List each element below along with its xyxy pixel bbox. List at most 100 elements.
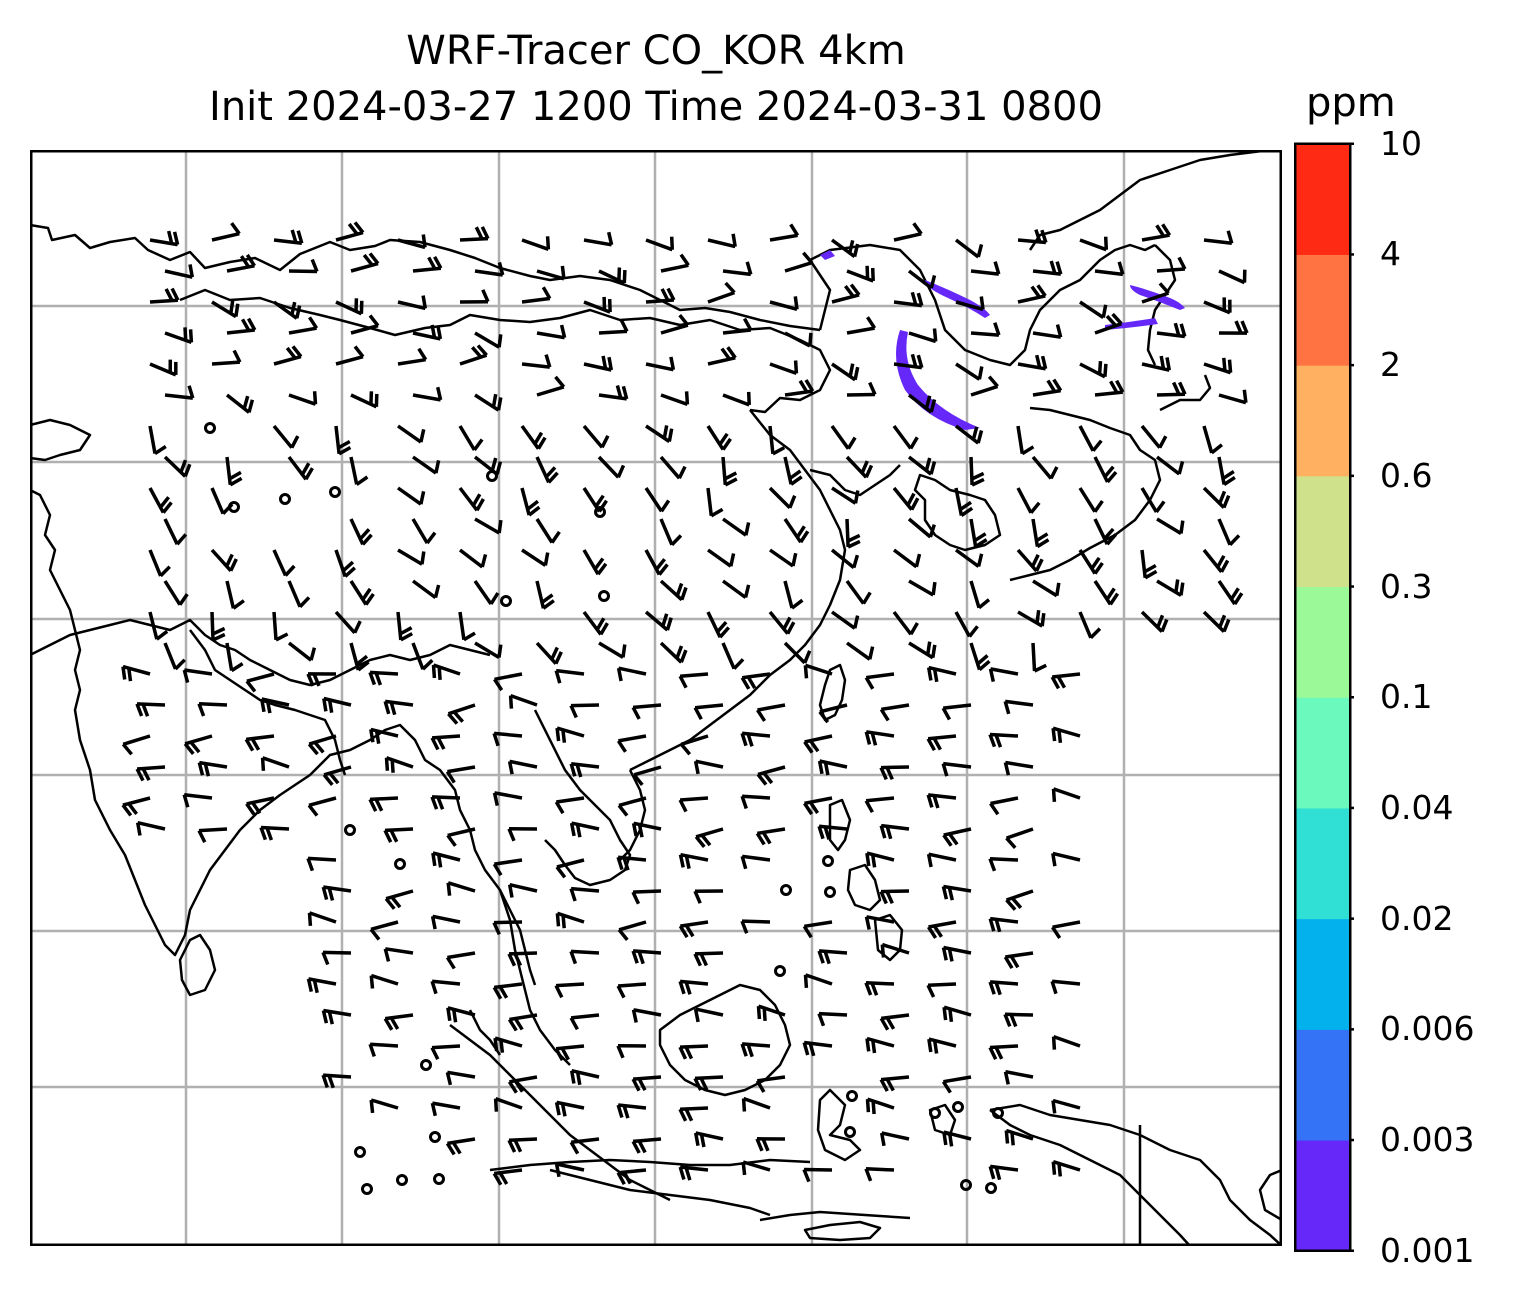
wind-barb xyxy=(783,518,803,544)
wind-barb xyxy=(411,518,429,544)
wind-barb xyxy=(226,264,255,273)
wind-barb-flag xyxy=(693,706,703,721)
wind-barb-flag xyxy=(684,855,691,869)
wind-barb-flag xyxy=(569,1141,580,1155)
wind-barb-flag xyxy=(1051,1036,1057,1050)
wind-barb-flag xyxy=(1003,1013,1012,1028)
wind-barb xyxy=(431,979,461,986)
wind-barb-flag xyxy=(203,763,211,777)
wind-barb-flag xyxy=(513,952,523,967)
wind-barb xyxy=(459,353,488,366)
wind-barb xyxy=(1051,979,1081,986)
wind-barb xyxy=(783,641,806,665)
wind-barb xyxy=(954,238,980,259)
wind-barb xyxy=(1032,269,1061,276)
wind-barb xyxy=(122,796,151,807)
wind-barb xyxy=(556,1100,585,1110)
wind-barb xyxy=(1016,425,1025,454)
wind-barb xyxy=(184,668,213,676)
wind-barb-flag xyxy=(616,985,626,999)
colorbar-tick-label: 0.6 xyxy=(1380,455,1433,495)
wind-barb-flag xyxy=(1050,980,1058,995)
wind-barb-flag xyxy=(561,915,566,929)
wind-barb-flag xyxy=(554,651,563,665)
wind-barb-flag xyxy=(1173,322,1181,337)
wind-barb-flag xyxy=(976,654,989,666)
wind-barb-flag xyxy=(347,222,359,236)
wind-barb xyxy=(784,261,813,273)
wind-barb-flag xyxy=(655,558,666,571)
wind-barb xyxy=(520,424,540,450)
wind-barb xyxy=(989,1164,1019,1172)
calm-wind-marker xyxy=(329,486,341,498)
wind-barb xyxy=(493,920,523,925)
wind-barb-flag xyxy=(637,824,644,838)
wind-barb xyxy=(694,951,724,956)
wind-barb xyxy=(783,456,793,485)
wind-barb xyxy=(447,1137,476,1146)
wind-barb xyxy=(1017,362,1046,371)
wind-barb xyxy=(385,947,414,955)
wind-barb-flag xyxy=(1055,261,1063,275)
wind-barb-flag xyxy=(431,664,437,679)
wind-barb xyxy=(447,951,476,960)
wind-barb-flag xyxy=(544,354,552,368)
wind-barb-flag xyxy=(994,918,1002,933)
wind-barb-flag xyxy=(498,985,509,999)
wind-barb-flag xyxy=(699,952,708,967)
wind-barb-flag xyxy=(229,558,238,572)
wind-barb xyxy=(1203,238,1233,246)
wind-barb-flag xyxy=(1005,898,1017,911)
wind-barb-flag xyxy=(285,346,297,360)
wind-barb-flag xyxy=(660,499,671,513)
wind-barb-flag xyxy=(788,469,802,480)
wind-barb xyxy=(520,487,531,516)
wind-barb-flag xyxy=(1179,582,1185,596)
wind-barb xyxy=(908,579,935,597)
wind-barb xyxy=(385,756,414,769)
wind-barb-flag xyxy=(932,668,939,683)
wind-barb xyxy=(163,518,179,545)
wind-barb-flag xyxy=(1154,500,1166,514)
wind-barb-flag xyxy=(977,366,984,380)
wind-barb-flag xyxy=(228,470,242,481)
wind-barb xyxy=(198,702,228,707)
wind-barb-flag xyxy=(492,986,503,1000)
wind-barb xyxy=(1217,518,1232,546)
calm-wind-marker xyxy=(396,1174,408,1186)
calm-wind-marker xyxy=(429,1131,441,1143)
calm-wind-marker xyxy=(774,965,786,977)
colorbar-segment xyxy=(1295,1140,1351,1252)
wind-barb-flag xyxy=(852,554,860,569)
wind-barb xyxy=(784,331,811,348)
wind-barb xyxy=(1005,951,1034,959)
wind-barb xyxy=(308,734,337,746)
wind-barb xyxy=(830,610,856,630)
wind-barb xyxy=(334,610,357,634)
wind-barb xyxy=(164,393,193,400)
wind-barb-flag xyxy=(979,296,985,310)
wind-barb xyxy=(432,663,461,676)
wind-barb-flag xyxy=(617,928,629,942)
wind-barb xyxy=(1005,827,1034,840)
wind-barb xyxy=(349,642,360,671)
wind-barb xyxy=(830,424,850,450)
wind-barb-flag xyxy=(932,737,942,751)
wind-barb-flag xyxy=(555,865,567,879)
wind-barb xyxy=(1032,331,1061,339)
wind-barb xyxy=(447,765,476,774)
wind-barb xyxy=(535,518,554,544)
wind-barb xyxy=(970,331,1000,337)
wind-barb xyxy=(211,231,240,242)
wind-barb xyxy=(397,300,426,311)
wind-barb xyxy=(741,731,771,738)
wind-barb-flag xyxy=(1004,1130,1010,1144)
wind-barb xyxy=(954,548,980,568)
wind-barb xyxy=(509,882,538,893)
wind-barb xyxy=(1140,610,1164,633)
wind-barb xyxy=(831,293,860,304)
wind-barb-flag xyxy=(328,771,340,785)
wind-barb-flag xyxy=(993,322,1001,336)
wind-barb xyxy=(804,920,833,929)
wind-barb-flag xyxy=(802,1168,811,1183)
